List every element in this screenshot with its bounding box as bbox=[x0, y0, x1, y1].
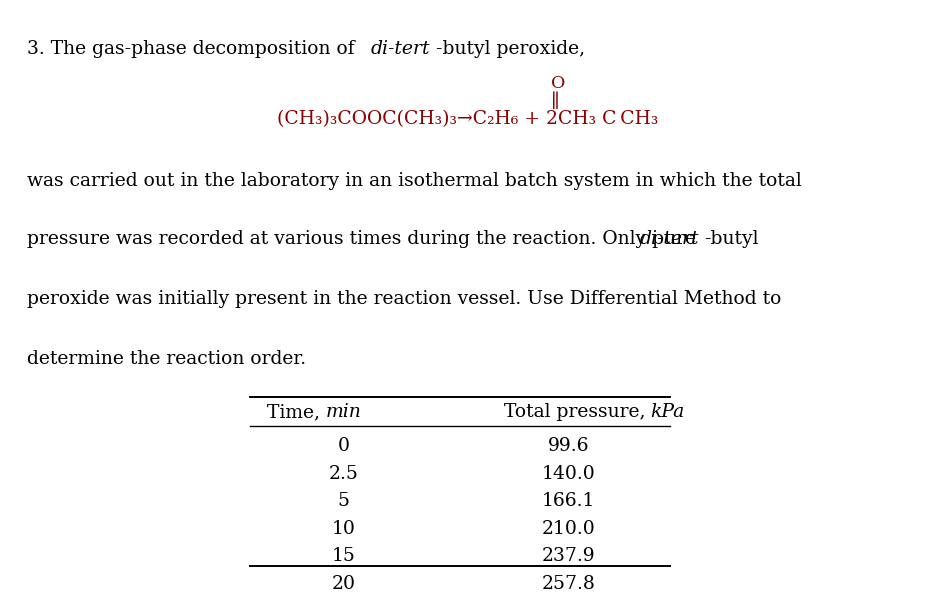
Text: 15: 15 bbox=[332, 547, 356, 565]
Text: -butyl peroxide,: -butyl peroxide, bbox=[436, 40, 585, 58]
Text: 166.1: 166.1 bbox=[542, 493, 595, 510]
Text: ∥: ∥ bbox=[551, 92, 560, 111]
Text: min: min bbox=[326, 403, 362, 421]
Text: di-tert: di-tert bbox=[370, 40, 430, 58]
Text: 99.6: 99.6 bbox=[548, 437, 589, 455]
Text: 140.0: 140.0 bbox=[542, 465, 596, 483]
Text: 5: 5 bbox=[338, 493, 349, 510]
Text: was carried out in the laboratory in an isothermal batch system in which the tot: was carried out in the laboratory in an … bbox=[27, 172, 802, 189]
Text: O: O bbox=[551, 75, 565, 92]
Text: 2.5: 2.5 bbox=[328, 465, 359, 483]
Text: Total pressure,: Total pressure, bbox=[505, 403, 652, 421]
Text: -butyl: -butyl bbox=[704, 230, 759, 249]
Text: (CH₃)₃COOC(CH₃)₃→C₂H₆ + 2CH₃ C CH₃: (CH₃)₃COOC(CH₃)₃→C₂H₆ + 2CH₃ C CH₃ bbox=[277, 110, 658, 128]
Text: 0: 0 bbox=[338, 437, 349, 455]
Text: peroxide was initially present in the reaction vessel. Use Differential Method t: peroxide was initially present in the re… bbox=[27, 291, 782, 308]
Text: 237.9: 237.9 bbox=[542, 547, 596, 565]
Text: determine the reaction order.: determine the reaction order. bbox=[27, 350, 306, 368]
Text: 20: 20 bbox=[332, 575, 356, 592]
Text: 3. The gas-phase decomposition of: 3. The gas-phase decomposition of bbox=[27, 40, 361, 58]
Text: pressure was recorded at various times during the reaction. Only pure: pressure was recorded at various times d… bbox=[27, 230, 702, 249]
Text: 257.8: 257.8 bbox=[542, 575, 596, 592]
Text: kPa: kPa bbox=[650, 403, 684, 421]
Text: 210.0: 210.0 bbox=[542, 520, 596, 538]
Text: 10: 10 bbox=[332, 520, 356, 538]
Text: di-tert: di-tert bbox=[640, 230, 699, 249]
Text: Time,: Time, bbox=[267, 403, 326, 421]
